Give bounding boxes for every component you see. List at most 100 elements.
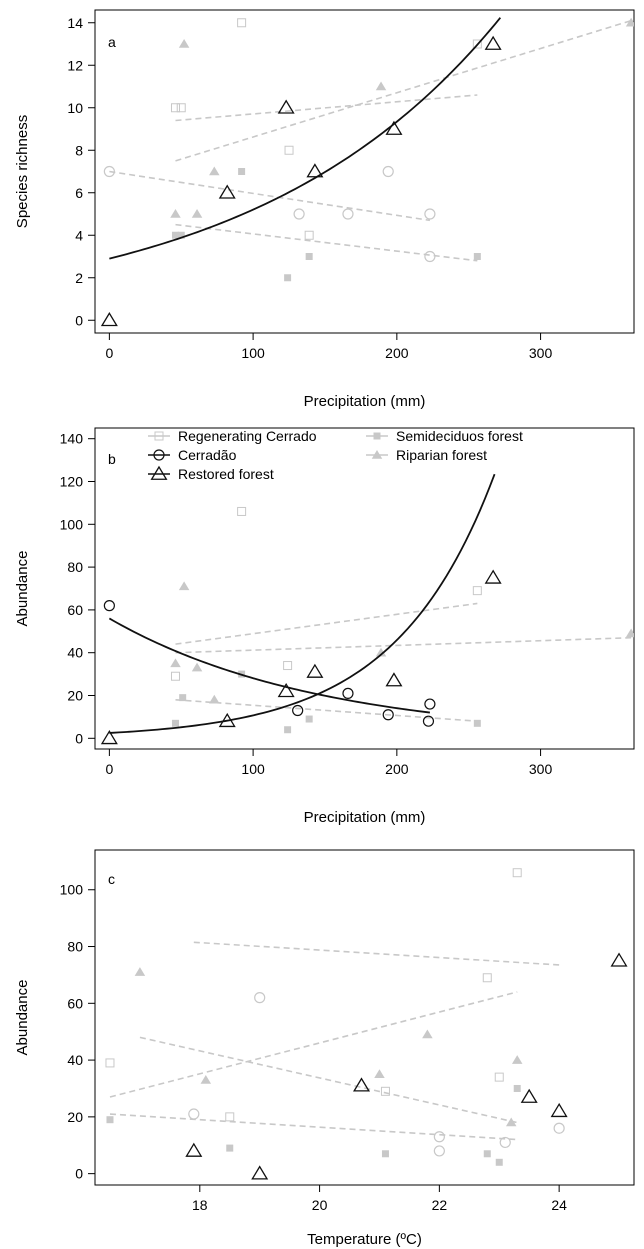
data-point (225, 1112, 235, 1122)
fit-line-riparian-forest (175, 636, 632, 654)
fit-line-cerradao (193, 941, 560, 966)
data-point (103, 165, 115, 178)
y-tick-label: 80 (67, 559, 83, 575)
legend-item-restored-forest: Restored forest (148, 465, 274, 482)
plot-area (103, 17, 634, 282)
fit-line-regenerating-cerrado (109, 991, 518, 1098)
data-point (100, 311, 118, 327)
data-point (238, 168, 246, 175)
plot-frame (94, 849, 635, 1186)
y-tick-label: 12 (67, 57, 83, 73)
fit-line-restored-forest (109, 17, 502, 260)
data-point (306, 663, 324, 678)
data-point (178, 581, 190, 591)
data-point (171, 719, 179, 727)
x-axis-title: Temperature (ºC) (307, 1231, 422, 1248)
panel-c: 18 20 22 24 0 20 40 60 80 100 Temperature (ºC) Abun… (14, 849, 635, 1248)
data-point (424, 250, 436, 263)
fit-line-semideciduos-forest (175, 223, 478, 262)
x-axis-title: Precipitation (mm) (304, 809, 426, 826)
data-point (209, 694, 220, 704)
data-point (472, 39, 482, 49)
y-tick-label: 2 (75, 270, 83, 286)
legend-label: Semideciduos forest (396, 428, 523, 444)
data-point (484, 569, 502, 584)
panel-b: 0 100 200 300 0 20 40 60 80 100 120 140 Precipitatio… (14, 427, 635, 826)
data-point (520, 1088, 538, 1103)
data-point (226, 1144, 234, 1152)
series-cerradao (103, 600, 436, 727)
data-point (170, 658, 181, 668)
data-point (191, 209, 203, 218)
fit-line-regenerating-cerrado (175, 602, 478, 645)
fit-line-riparian-forest (175, 19, 632, 162)
legend-marker (371, 450, 383, 459)
y-axis-title: Species richness (14, 115, 31, 228)
data-point (382, 709, 394, 721)
y-tick-label: 80 (67, 939, 83, 955)
series-restored-forest (100, 569, 502, 745)
y-tick-label: 8 (75, 142, 83, 158)
legend-label: Riparian forest (396, 447, 487, 463)
legend-item-riparian-forest: Riparian forest (366, 447, 487, 463)
legend-item-regenerating-cerrado: Regenerating Cerrado (148, 428, 317, 444)
data-point (550, 1102, 568, 1118)
data-point (293, 208, 305, 220)
data-point (424, 208, 436, 220)
data-point (553, 1122, 565, 1134)
data-point (473, 719, 481, 727)
data-point (209, 166, 220, 176)
legend-label: Restored forest (178, 466, 274, 482)
data-point (499, 1136, 511, 1149)
x-tick-label: 24 (551, 1197, 567, 1213)
data-point (191, 662, 203, 672)
data-point (483, 1150, 491, 1158)
x-tick-label: 200 (385, 761, 409, 777)
data-point (512, 868, 522, 878)
data-point (375, 647, 387, 657)
x-tick-label: 300 (529, 345, 553, 361)
fit-line-restored-forest (109, 473, 496, 734)
data-point (484, 35, 502, 50)
data-point (237, 18, 247, 28)
data-point (482, 973, 492, 983)
legend-label: Cerradão (178, 447, 237, 463)
fit-line-semideciduos-forest (109, 1113, 518, 1141)
y-tick-label: 6 (75, 185, 83, 201)
series-restored-forest (100, 35, 502, 327)
data-point (200, 1074, 212, 1084)
series-regenerating-cerrado (170, 18, 482, 240)
x-tick-label: 18 (192, 1197, 208, 1213)
data-point (306, 163, 324, 178)
data-point (218, 184, 236, 199)
series-semideciduos-forest (106, 1084, 521, 1166)
data-point (342, 208, 354, 220)
data-point (218, 712, 236, 728)
data-point (433, 1145, 445, 1157)
data-point (511, 1055, 523, 1064)
data-point (185, 1142, 203, 1157)
plot-area (108, 473, 634, 734)
data-point (171, 231, 179, 239)
series-semideciduos-forest (171, 168, 481, 282)
data-point (106, 1116, 114, 1124)
plot-frame (94, 9, 635, 334)
legend-item-cerradao: Cerradão (148, 447, 237, 463)
panel-letter: a (108, 34, 116, 50)
y-tick-label: 14 (67, 15, 83, 31)
data-point (424, 698, 436, 710)
series-cerradao (188, 992, 565, 1157)
data-point (625, 17, 634, 27)
series-riparian-forest (170, 17, 634, 218)
x-tick-label: 20 (312, 1197, 328, 1213)
data-point (178, 39, 190, 48)
data-point (422, 715, 435, 727)
data-point (277, 682, 295, 698)
data-point (625, 628, 634, 638)
legend-marker (150, 465, 168, 480)
data-point (237, 506, 247, 516)
data-point (284, 274, 292, 282)
data-point (170, 209, 181, 218)
x-axis-title: Precipitation (mm) (304, 393, 426, 410)
